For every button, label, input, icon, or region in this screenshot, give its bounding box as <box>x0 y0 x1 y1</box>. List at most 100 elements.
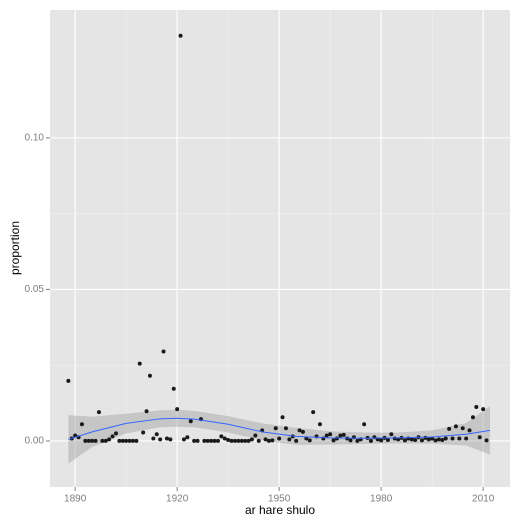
point <box>161 349 166 354</box>
point <box>307 438 312 443</box>
point <box>396 437 401 442</box>
point <box>277 436 282 441</box>
point <box>453 424 458 429</box>
point <box>107 437 112 442</box>
smooth-line <box>68 417 491 440</box>
point <box>304 436 309 441</box>
point <box>110 434 115 439</box>
y-tick-label: 0.00 <box>25 436 45 447</box>
point <box>270 438 275 443</box>
point <box>362 422 367 427</box>
point <box>243 438 248 443</box>
point <box>209 438 214 443</box>
point <box>317 422 322 427</box>
point <box>447 426 452 431</box>
point <box>470 415 475 420</box>
point <box>324 433 329 438</box>
x-tick-label: 1980 <box>370 494 393 505</box>
point <box>436 437 441 442</box>
point <box>287 437 292 442</box>
point <box>481 407 486 412</box>
confidence-band <box>68 406 490 464</box>
point <box>205 438 210 443</box>
point <box>219 434 224 439</box>
y-axis-title: proportion <box>8 221 22 275</box>
x-tick-label: 2010 <box>472 494 495 505</box>
point <box>158 437 163 442</box>
point <box>222 436 227 441</box>
point <box>185 435 190 440</box>
point <box>90 438 95 443</box>
point <box>355 438 360 443</box>
point <box>443 436 448 441</box>
point <box>263 437 268 442</box>
point <box>79 422 84 427</box>
point <box>226 438 231 443</box>
point <box>134 438 139 443</box>
point <box>341 432 346 437</box>
point <box>147 373 152 378</box>
point <box>236 438 241 443</box>
point <box>86 438 91 443</box>
point <box>124 438 129 443</box>
point <box>328 432 333 437</box>
point <box>151 436 156 441</box>
point <box>280 415 285 420</box>
point <box>433 438 438 443</box>
point <box>188 419 193 424</box>
point <box>372 435 377 440</box>
point <box>273 426 278 431</box>
point <box>232 438 237 443</box>
point <box>348 438 353 443</box>
point <box>331 438 336 443</box>
point <box>195 438 200 443</box>
point <box>175 407 180 412</box>
point <box>253 433 258 438</box>
point <box>368 438 373 443</box>
point <box>181 437 186 442</box>
point <box>117 438 122 443</box>
point <box>171 386 176 391</box>
y-tick-label: 0.10 <box>25 133 45 144</box>
point <box>249 437 254 442</box>
point <box>294 438 299 443</box>
point <box>426 437 431 442</box>
point <box>297 428 302 433</box>
point <box>334 436 339 441</box>
point <box>413 438 418 443</box>
point <box>379 438 384 443</box>
point <box>409 437 414 442</box>
point <box>144 409 149 414</box>
x-axis-title: ar hare shulo <box>245 503 315 517</box>
point <box>266 438 271 443</box>
point <box>300 429 305 434</box>
point <box>311 410 316 415</box>
point <box>385 438 390 443</box>
point <box>450 436 455 441</box>
point <box>440 438 445 443</box>
x-tick-label: 1890 <box>64 494 87 505</box>
point <box>419 438 424 443</box>
point <box>402 438 407 443</box>
point <box>215 438 220 443</box>
point <box>457 436 462 441</box>
point <box>212 438 217 443</box>
point <box>467 428 472 433</box>
point <box>484 438 489 443</box>
point <box>93 438 98 443</box>
point <box>423 435 428 440</box>
point <box>127 438 132 443</box>
point <box>137 361 142 366</box>
x-tick-label: 1950 <box>268 494 291 505</box>
point <box>178 33 183 38</box>
point <box>389 432 394 437</box>
point <box>130 438 135 443</box>
point <box>392 436 397 441</box>
point <box>464 436 469 441</box>
point <box>100 438 105 443</box>
point <box>66 378 71 383</box>
point <box>113 431 118 436</box>
point <box>246 438 251 443</box>
point <box>154 432 159 437</box>
point <box>351 435 356 440</box>
